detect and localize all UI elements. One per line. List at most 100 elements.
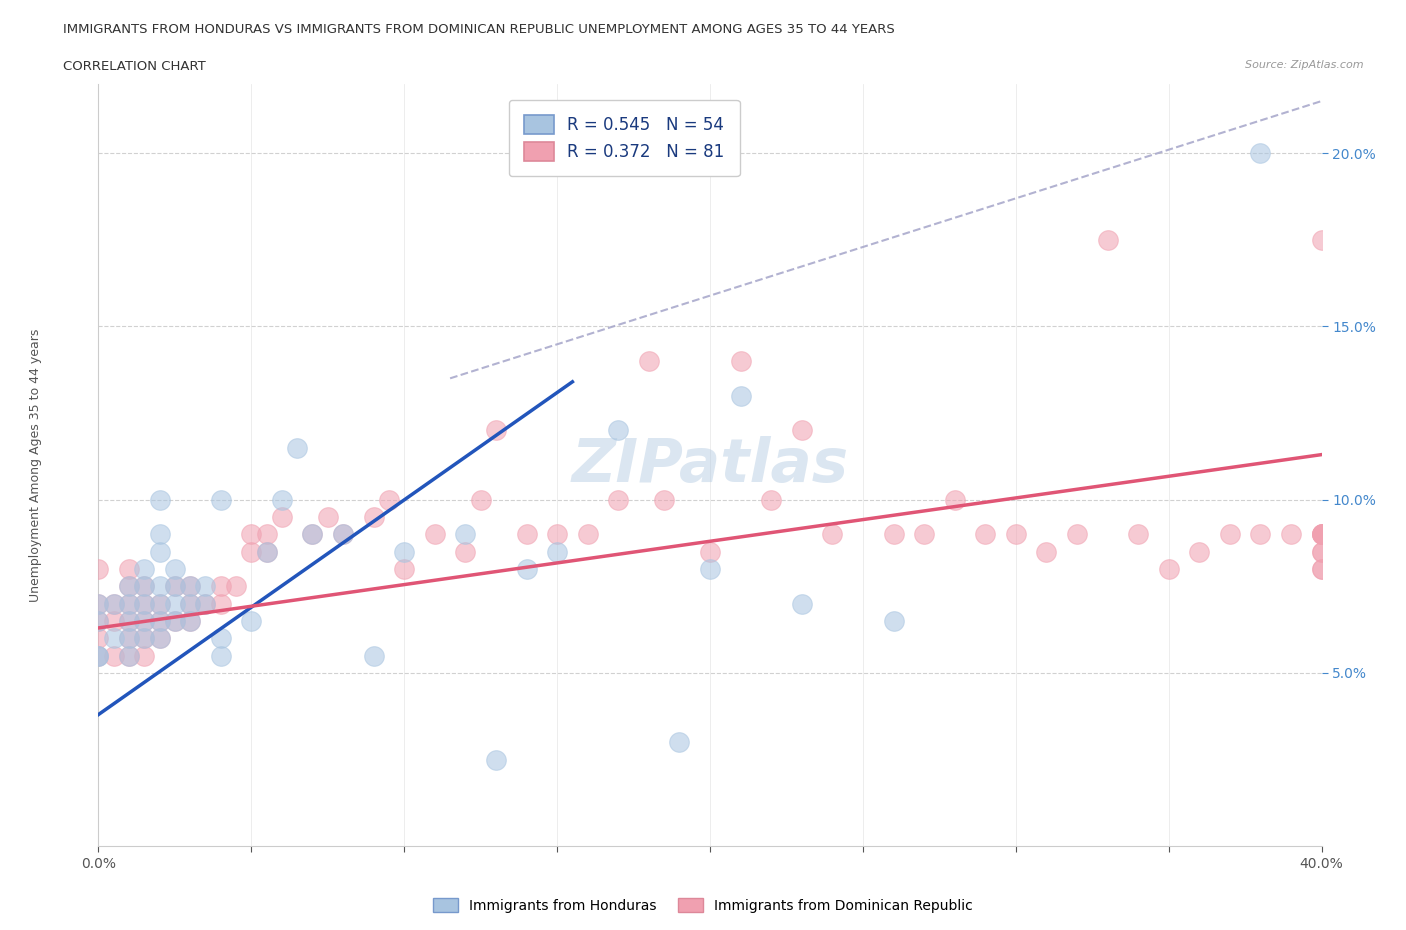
- Point: [485, 423, 508, 438]
- Point: [134, 596, 156, 611]
- Point: [87, 614, 110, 629]
- Point: [392, 562, 416, 577]
- Point: [209, 596, 232, 611]
- Point: [1188, 544, 1211, 559]
- Text: CORRELATION CHART: CORRELATION CHART: [63, 60, 207, 73]
- Point: [163, 562, 186, 577]
- Point: [103, 648, 125, 663]
- Point: [118, 596, 141, 611]
- Point: [1310, 527, 1333, 542]
- Point: [87, 631, 110, 645]
- Point: [87, 648, 110, 663]
- Text: IMMIGRANTS FROM HONDURAS VS IMMIGRANTS FROM DOMINICAN REPUBLIC UNEMPLOYMENT AMON: IMMIGRANTS FROM HONDURAS VS IMMIGRANTS F…: [63, 23, 896, 36]
- Point: [270, 492, 292, 507]
- Point: [912, 527, 935, 542]
- Point: [1310, 527, 1333, 542]
- Point: [1310, 544, 1333, 559]
- Point: [454, 544, 477, 559]
- Point: [256, 544, 278, 559]
- Point: [1249, 146, 1271, 161]
- Point: [1097, 232, 1119, 247]
- Point: [730, 353, 752, 368]
- Point: [423, 527, 446, 542]
- Point: [730, 388, 752, 403]
- Point: [470, 492, 492, 507]
- Point: [118, 631, 141, 645]
- Point: [149, 631, 172, 645]
- Point: [149, 596, 172, 611]
- Point: [118, 648, 141, 663]
- Point: [87, 596, 110, 611]
- Point: [301, 527, 323, 542]
- Point: [607, 423, 630, 438]
- Point: [1004, 527, 1026, 542]
- Point: [1249, 527, 1271, 542]
- Point: [118, 631, 141, 645]
- Point: [134, 578, 156, 593]
- Point: [821, 527, 844, 542]
- Legend: Immigrants from Honduras, Immigrants from Dominican Republic: Immigrants from Honduras, Immigrants fro…: [427, 893, 979, 919]
- Point: [270, 510, 292, 525]
- Point: [149, 596, 172, 611]
- Point: [87, 562, 110, 577]
- Point: [179, 578, 201, 593]
- Point: [883, 614, 905, 629]
- Point: [179, 614, 201, 629]
- Point: [179, 596, 201, 611]
- Point: [134, 648, 156, 663]
- Point: [194, 596, 217, 611]
- Point: [103, 631, 125, 645]
- Point: [454, 527, 477, 542]
- Point: [134, 631, 156, 645]
- Point: [363, 648, 385, 663]
- Text: Source: ZipAtlas.com: Source: ZipAtlas.com: [1246, 60, 1364, 71]
- Point: [1310, 527, 1333, 542]
- Point: [392, 544, 416, 559]
- Point: [652, 492, 675, 507]
- Point: [1310, 527, 1333, 542]
- Point: [699, 562, 721, 577]
- Point: [1310, 527, 1333, 542]
- Point: [485, 752, 508, 767]
- Point: [149, 614, 172, 629]
- Point: [699, 544, 721, 559]
- Point: [332, 527, 354, 542]
- Point: [87, 648, 110, 663]
- Point: [1310, 562, 1333, 577]
- Point: [546, 527, 568, 542]
- Point: [759, 492, 782, 507]
- Point: [103, 614, 125, 629]
- Point: [1128, 527, 1150, 542]
- Point: [209, 648, 232, 663]
- Point: [118, 578, 141, 593]
- Point: [194, 596, 217, 611]
- Point: [332, 527, 354, 542]
- Point: [118, 562, 141, 577]
- Point: [1066, 527, 1088, 542]
- Point: [256, 544, 278, 559]
- Point: [163, 596, 186, 611]
- Point: [103, 596, 125, 611]
- Point: [163, 614, 186, 629]
- Point: [118, 614, 141, 629]
- Point: [974, 527, 997, 542]
- Point: [790, 423, 813, 438]
- Point: [118, 648, 141, 663]
- Point: [209, 492, 232, 507]
- Point: [1279, 527, 1302, 542]
- Point: [134, 631, 156, 645]
- Point: [134, 614, 156, 629]
- Point: [149, 614, 172, 629]
- Point: [179, 578, 201, 593]
- Point: [790, 596, 813, 611]
- Point: [1035, 544, 1057, 559]
- Point: [516, 527, 538, 542]
- Point: [134, 578, 156, 593]
- Point: [240, 614, 263, 629]
- Point: [209, 631, 232, 645]
- Point: [516, 562, 538, 577]
- Point: [179, 596, 201, 611]
- Point: [149, 631, 172, 645]
- Point: [1157, 562, 1180, 577]
- Point: [256, 527, 278, 542]
